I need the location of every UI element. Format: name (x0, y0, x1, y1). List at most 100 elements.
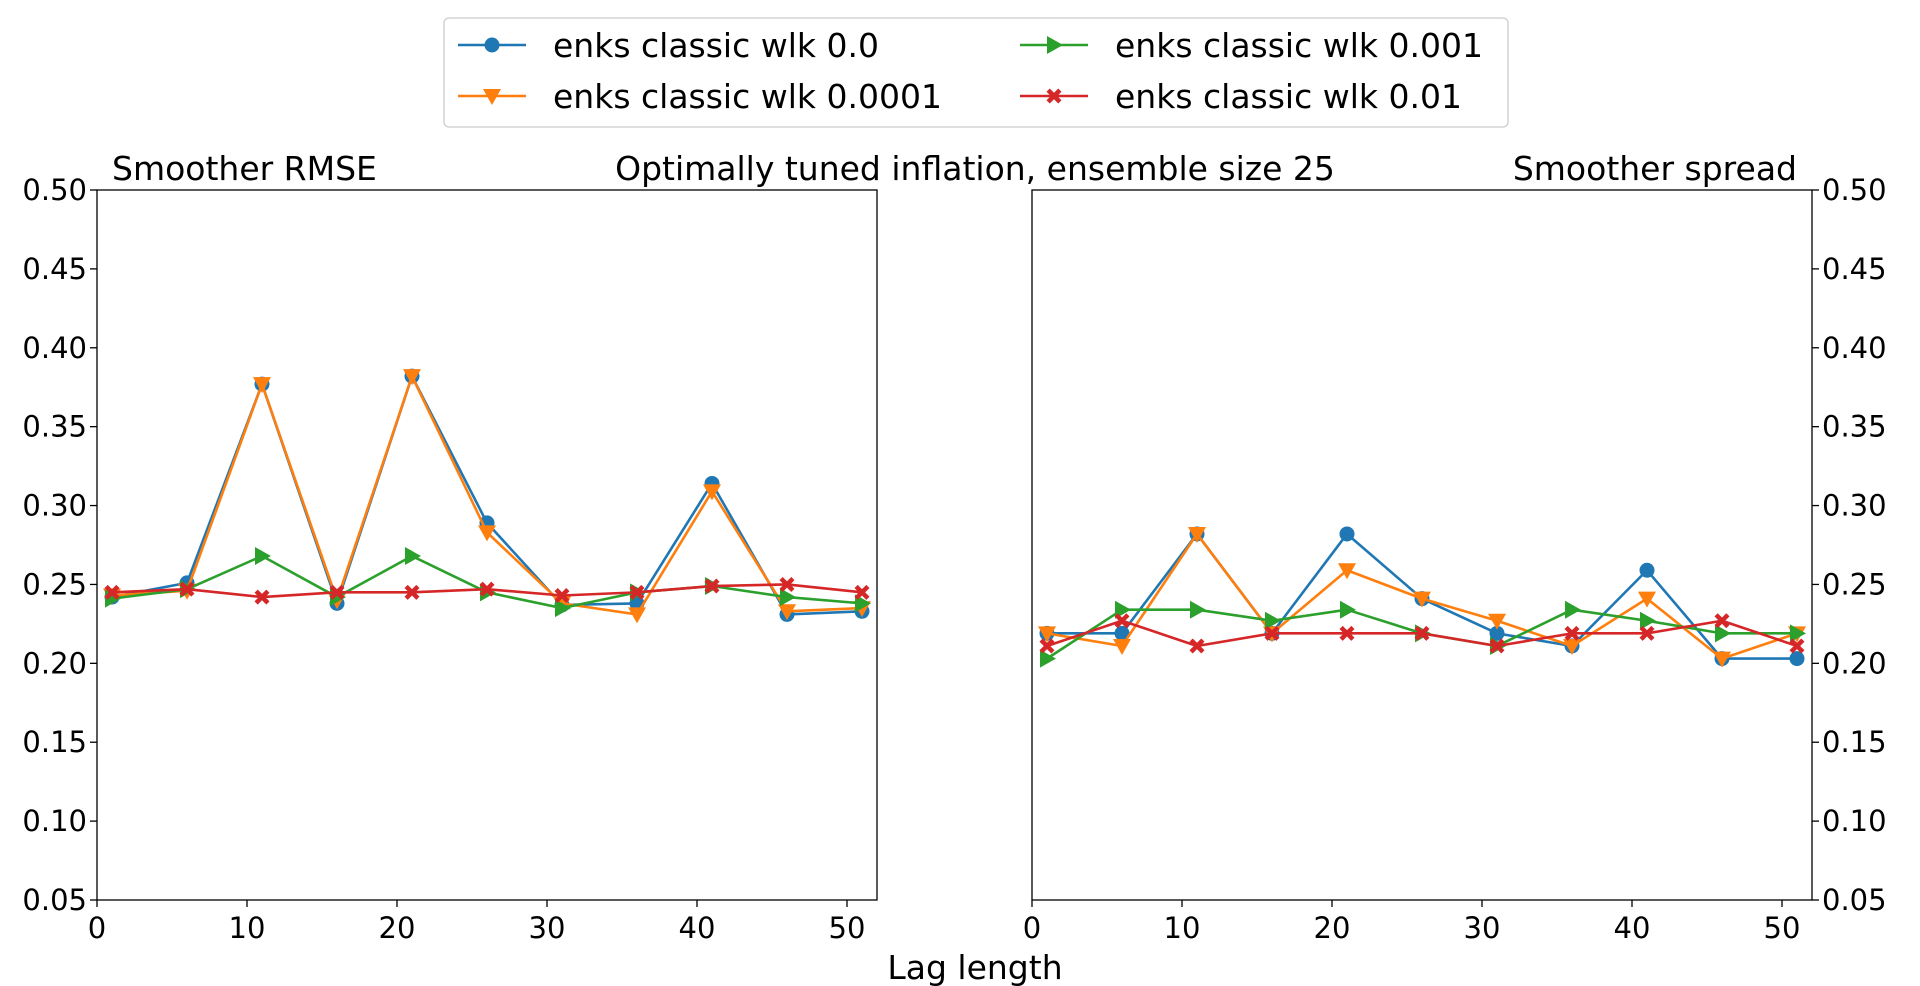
legend-entry: enks classic wlk 0.0 (458, 26, 879, 65)
data-point (254, 589, 270, 605)
data-point (1639, 625, 1655, 641)
legend-entry: enks classic wlk 0.0001 (458, 77, 942, 116)
data-point (1113, 638, 1131, 655)
y-tick-label: 0.35 (1822, 410, 1887, 444)
y-tick-label: 0.35 (22, 410, 87, 444)
panel-title: Smoother spread (1513, 149, 1797, 188)
series-line (111, 374, 863, 616)
plot-frame (96, 189, 878, 901)
x-tick-label: 10 (229, 911, 266, 945)
data-point (1338, 563, 1356, 580)
y-tick-label: 0.45 (22, 252, 87, 286)
y-tick-label: 0.50 (1822, 173, 1887, 207)
data-point (780, 588, 796, 607)
x-tick-label: 0 (1023, 911, 1041, 945)
data-point (1265, 611, 1281, 630)
x-tick-label: 50 (829, 911, 866, 945)
data-point (1790, 624, 1806, 643)
series-group (104, 576, 870, 605)
data-point (1339, 526, 1355, 542)
data-point (1264, 625, 1280, 641)
data-point (1039, 638, 1055, 654)
data-point (1639, 562, 1655, 578)
y-tick-label: 0.10 (22, 804, 87, 838)
data-point (1715, 624, 1731, 643)
data-point (1564, 625, 1580, 641)
y-tick-label: 0.25 (1822, 567, 1887, 601)
y-tick-label: 0.15 (22, 725, 87, 759)
y-tick-label: 0.25 (22, 567, 87, 601)
data-point (1714, 613, 1730, 629)
x-tick-label: 30 (529, 911, 566, 945)
legend-label: enks classic wlk 0.0 (553, 26, 879, 65)
legend-entry: enks classic wlk 0.001 (1020, 26, 1483, 65)
x-tick-label: 30 (1464, 911, 1501, 945)
data-point (1340, 600, 1356, 619)
series-line (111, 374, 863, 616)
legend-label: enks classic wlk 0.001 (1115, 26, 1483, 65)
series-group (105, 547, 871, 618)
data-point (1190, 600, 1206, 619)
data-point (1488, 613, 1506, 630)
legend-label: enks classic wlk 0.0001 (553, 77, 942, 116)
legend: enks classic wlk 0.0 enks classic wlk 0.0… (443, 17, 1509, 128)
data-point (704, 578, 720, 594)
y-tick-label: 0.50 (22, 173, 87, 207)
y-tick-label: 0.10 (1822, 804, 1887, 838)
data-point (329, 584, 345, 600)
data-point (1789, 651, 1805, 667)
data-point (1489, 638, 1505, 654)
legend-box (443, 17, 1509, 128)
x-tick-label: 40 (679, 911, 716, 945)
y-tick-label: 0.30 (22, 489, 87, 523)
y-tick-label: 0.40 (22, 331, 87, 365)
y-tick-label: 0.30 (1822, 489, 1887, 523)
data-point (778, 604, 796, 621)
data-point (478, 525, 496, 542)
data-point (1413, 591, 1431, 608)
y-tick-label: 0.15 (1822, 725, 1887, 759)
panel-title: Smoother RMSE (112, 149, 377, 188)
y-tick-label: 0.45 (1822, 252, 1887, 286)
data-point (555, 599, 571, 618)
legend-label: enks classic wlk 0.01 (1115, 77, 1462, 116)
data-point (854, 584, 870, 600)
x-axis-label: Lag length (887, 948, 1062, 986)
legend-marker (1047, 36, 1063, 54)
data-point (1114, 613, 1130, 629)
y-tick-label: 0.05 (1822, 883, 1887, 917)
x-tick-label: 20 (379, 911, 416, 945)
legend-marker (1046, 88, 1062, 104)
y-tick-label: 0.20 (1822, 646, 1887, 680)
data-point (629, 584, 645, 600)
x-tick-label: 20 (1314, 911, 1351, 945)
panel-smoother-spread: 0 10 20 30 40 50 0.05 0.10 0.15 0.20 0.25 0.30 0.35 0… (1023, 149, 1887, 945)
x-tick-label: 0 (88, 911, 106, 945)
data-point (1489, 625, 1505, 641)
data-point (1040, 649, 1056, 668)
data-point (1189, 638, 1205, 654)
data-point (855, 594, 871, 613)
plot-frame (1031, 189, 1813, 901)
data-point (479, 581, 495, 597)
data-point (1414, 625, 1430, 641)
legend-marker (484, 37, 500, 53)
panel-smoother-rmse: 0 10 20 30 40 50 0.05 0.10 0.15 0.20 0.25 0.30 0.35 0… (22, 149, 878, 945)
y-tick-label: 0.40 (1822, 331, 1887, 365)
data-point (628, 607, 646, 624)
data-point (1188, 526, 1206, 543)
legend-marker (483, 89, 501, 105)
x-tick-label: 40 (1614, 911, 1651, 945)
series-group (1038, 526, 1806, 668)
data-point (404, 584, 420, 600)
data-point (1038, 626, 1056, 643)
legend-entry: enks classic wlk 0.01 (1020, 77, 1462, 116)
data-point (255, 547, 271, 566)
data-point (1115, 600, 1131, 619)
x-tick-label: 10 (1164, 911, 1201, 945)
data-point (253, 377, 271, 394)
data-point (554, 587, 570, 603)
series-line (111, 554, 863, 610)
y-tick-label: 0.05 (22, 883, 87, 917)
